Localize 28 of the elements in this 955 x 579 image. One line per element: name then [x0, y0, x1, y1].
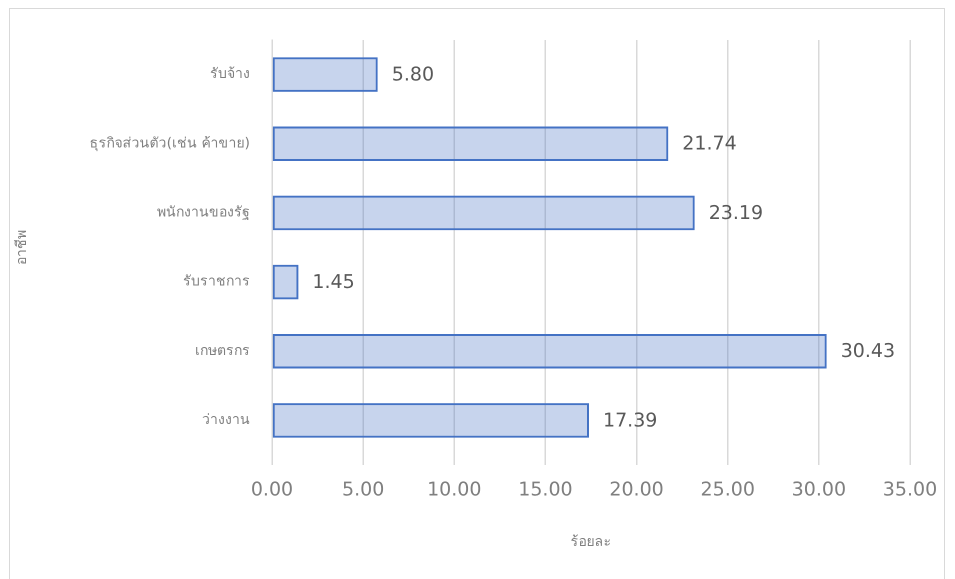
y-tick-label: ธุรกิจส่วนตัว(เช่น ค้าขาย) [90, 135, 250, 152]
y-tick-label: เกษตรกร [195, 342, 250, 359]
y-axis-title: อาชีพ [14, 230, 30, 265]
x-tick-label: 30.00 [792, 478, 846, 500]
data-label: 17.39 [602, 409, 658, 432]
y-tick-label: ว่างงาน [202, 412, 250, 428]
x-tick-label: 35.00 [882, 478, 938, 500]
x-axis-title: ร้อยละ [570, 534, 612, 550]
x-tick-label: 5.00 [342, 478, 384, 500]
x-tick-label: 0.00 [250, 478, 294, 500]
data-label: 1.45 [312, 271, 355, 294]
x-tick-label: 25.00 [700, 478, 755, 500]
y-tick-label: พนักงานของรัฐ [157, 204, 250, 221]
x-tick-label: 15.00 [518, 478, 573, 500]
bar [272, 264, 298, 300]
y-tick-label: รับจ้าง [210, 66, 250, 82]
data-label: 23.19 [708, 202, 764, 224]
x-tick-label: 10.00 [427, 478, 482, 500]
y-tick-label: รับราชการ [183, 274, 250, 290]
bar [272, 334, 827, 369]
bar [272, 126, 668, 162]
bar [272, 196, 695, 230]
data-label: 30.43 [840, 340, 896, 362]
data-label: 21.74 [682, 132, 737, 155]
data-label: 5.80 [392, 64, 434, 86]
bar [272, 403, 589, 438]
x-tick-label: 20.00 [609, 478, 664, 500]
bar [272, 57, 378, 92]
